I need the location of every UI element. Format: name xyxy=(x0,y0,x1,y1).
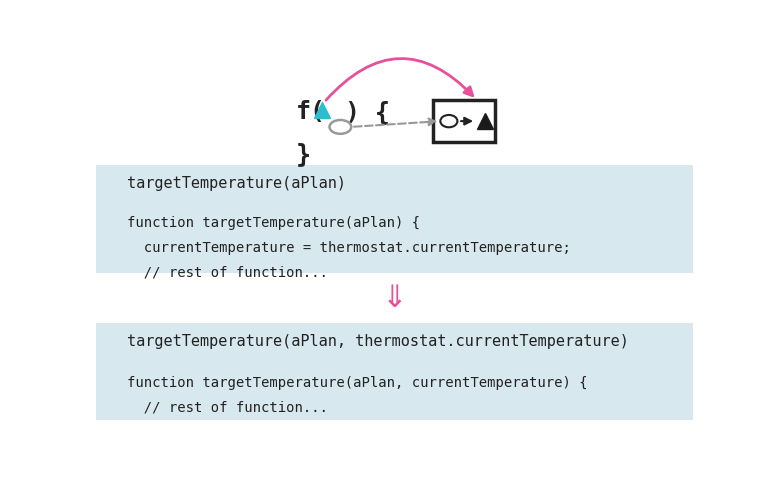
Text: currentTemperature = thermostat.currentTemperature;: currentTemperature = thermostat.currentT… xyxy=(127,241,571,255)
Text: ) {: ) { xyxy=(330,100,390,124)
Ellipse shape xyxy=(330,120,351,134)
Text: // rest of function...: // rest of function... xyxy=(127,400,328,414)
Bar xyxy=(96,166,693,273)
Text: targetTemperature(aPlan, thermostat.currentTemperature): targetTemperature(aPlan, thermostat.curr… xyxy=(127,334,629,349)
Bar xyxy=(96,323,693,420)
Text: // rest of function...: // rest of function... xyxy=(127,265,328,279)
Text: }: } xyxy=(296,142,311,166)
Text: function targetTemperature(aPlan, currentTemperature) {: function targetTemperature(aPlan, curren… xyxy=(127,376,588,390)
Text: function targetTemperature(aPlan) {: function targetTemperature(aPlan) { xyxy=(127,216,420,230)
Text: targetTemperature(aPlan): targetTemperature(aPlan) xyxy=(127,176,346,191)
Bar xyxy=(434,100,495,142)
Text: f(: f( xyxy=(296,100,326,124)
Text: ⇓: ⇓ xyxy=(382,284,407,313)
Ellipse shape xyxy=(440,115,457,127)
